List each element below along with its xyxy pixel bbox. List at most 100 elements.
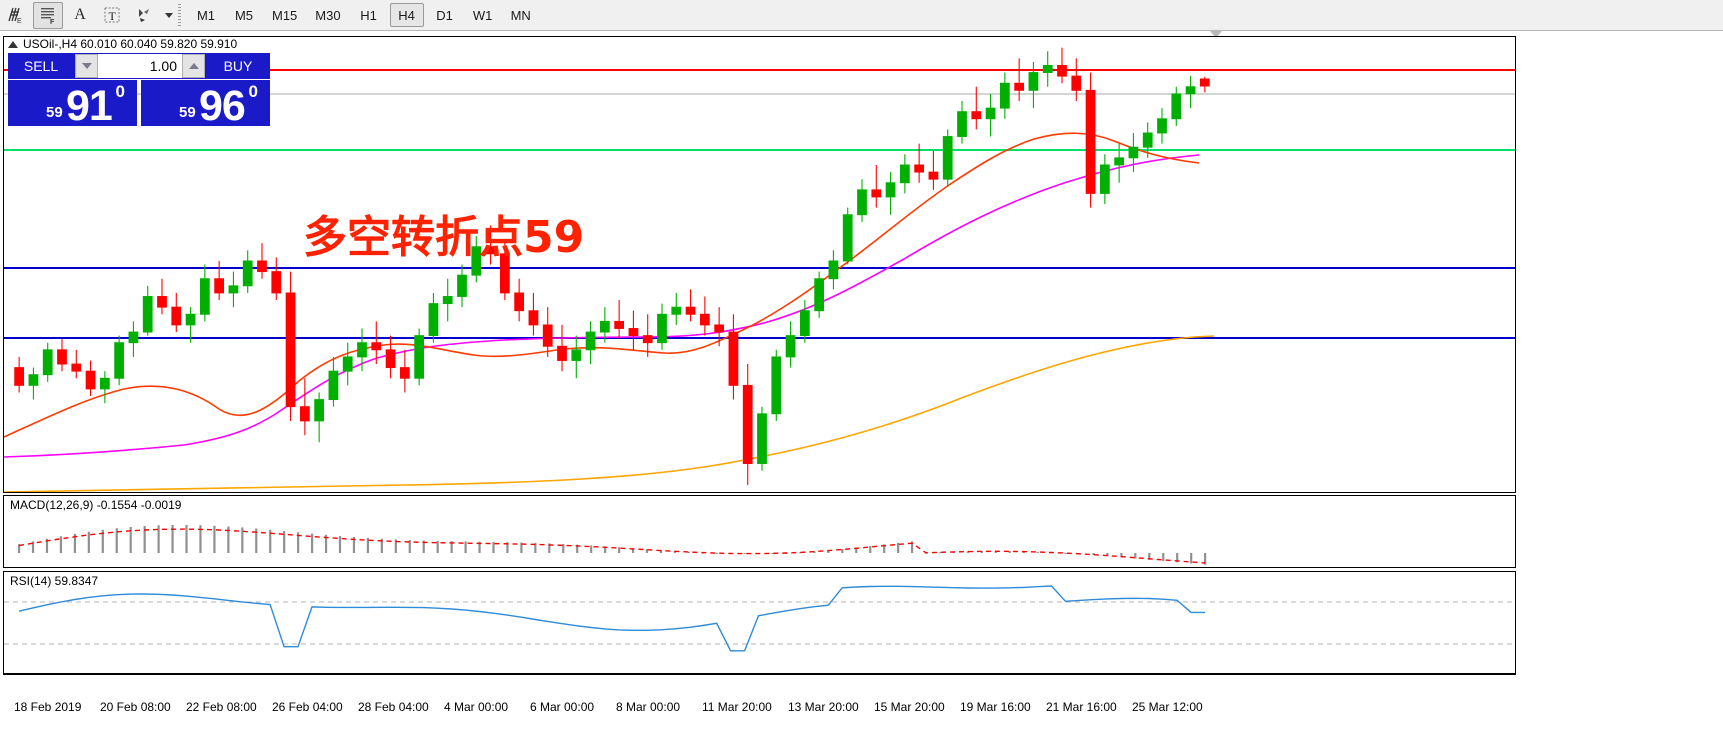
candle-body <box>614 320 625 329</box>
candle-body <box>85 370 96 390</box>
buy-price-display[interactable]: 59 96 0 <box>141 80 270 130</box>
chart-annotation-text: 多空转折点59 <box>303 212 585 263</box>
macd-bar <box>311 533 314 553</box>
candle-body <box>242 260 253 287</box>
candle-body <box>828 260 839 280</box>
chevron-down-icon <box>165 12 173 18</box>
candle-body <box>71 363 82 372</box>
macd-bar <box>771 553 774 554</box>
candle-body <box>57 349 67 365</box>
macd-bar <box>813 551 816 553</box>
rsi-pane-inner: RSI(14) 59.8347 <box>4 572 1515 673</box>
macd-bar <box>673 551 676 553</box>
volume-stepper[interactable]: 1.00 <box>74 53 206 79</box>
indicators-icon[interactable]: E <box>1 2 31 29</box>
timeframe-m30[interactable]: M30 <box>315 7 341 23</box>
candle-body <box>385 349 396 369</box>
crosshair-grid-icon[interactable]: F <box>33 1 63 29</box>
ma-fast-line <box>4 132 1200 438</box>
timeframe-mn[interactable]: MN <box>510 7 531 23</box>
macd-bar <box>185 524 188 553</box>
collapse-triangle-icon[interactable] <box>8 40 18 48</box>
rsi-pane[interactable]: RSI(14) 59.8347 <box>3 571 1516 674</box>
time-axis-label: 22 Feb 08:00 <box>186 700 257 714</box>
scroll-marker-icon[interactable] <box>1210 31 1222 38</box>
svg-text:T: T <box>109 9 117 23</box>
candle-body <box>142 296 153 333</box>
candle-body <box>728 331 739 386</box>
candle-body <box>428 303 439 337</box>
macd-bar <box>1008 551 1011 553</box>
candle-body <box>857 189 867 216</box>
svg-text:E: E <box>17 18 22 25</box>
macd-bar <box>897 542 900 553</box>
volume-decrease-button[interactable] <box>75 54 98 78</box>
macd-bar <box>659 550 663 553</box>
macd-bar <box>1176 553 1179 563</box>
price-axis[interactable]: 59.570 58.950 58.320 57.700 57.080 55.83… <box>1516 31 1723 754</box>
candle-body <box>157 296 167 308</box>
timeframe-m5[interactable]: M5 <box>234 7 254 23</box>
macd-bar <box>283 531 286 553</box>
macd-bar <box>143 525 146 553</box>
sell-price-display[interactable]: 59 91 0 <box>8 80 137 130</box>
candle-body <box>657 313 667 344</box>
time-axis-label: 15 Mar 20:00 <box>874 700 945 714</box>
candle-body <box>1042 64 1053 73</box>
timeframe-h1[interactable]: H1 <box>360 7 377 23</box>
macd-bar <box>297 532 300 553</box>
candle-body <box>257 260 267 273</box>
candle-body <box>342 356 353 372</box>
candle-body <box>1185 86 1196 95</box>
macd-pane[interactable]: MACD(12,26,9) -0.1554 -0.0019 <box>3 495 1516 568</box>
macd-bar <box>17 544 21 553</box>
objects-dropdown-arrow[interactable] <box>161 2 175 29</box>
chart-area[interactable]: USOil-,H4 60.010 60.040 59.820 59.910 <box>0 31 1723 754</box>
rsi-chart-svg <box>4 585 1515 652</box>
candle-body <box>457 274 467 297</box>
text-object-icon[interactable]: T <box>97 2 127 29</box>
candle-body <box>785 335 796 358</box>
timeframe-d1[interactable]: D1 <box>436 7 453 23</box>
timeframe-h4[interactable]: H4 <box>389 3 424 27</box>
toolbar-drag-handle[interactable] <box>178 4 181 26</box>
candle-body <box>399 367 410 379</box>
macd-bar <box>380 538 383 553</box>
time-axis-label: 26 Feb 04:00 <box>272 700 343 714</box>
candle-body <box>799 310 810 337</box>
candle-body <box>699 313 710 326</box>
candle-body <box>357 342 367 358</box>
chart-toolbar: E F A T <box>0 0 1723 31</box>
macd-bar <box>338 535 342 553</box>
macd-bar <box>617 547 621 553</box>
macd-bar <box>548 543 551 553</box>
volume-increase-button[interactable] <box>182 54 205 78</box>
macd-bar <box>604 546 607 553</box>
timeframe-w1[interactable]: W1 <box>472 7 493 23</box>
volume-input[interactable]: 1.00 <box>98 54 182 78</box>
buy-button[interactable]: BUY <box>206 53 270 79</box>
rsi-line <box>18 585 1205 652</box>
macd-bar <box>59 536 63 553</box>
candle-body <box>957 111 967 137</box>
candle-body <box>1057 64 1067 77</box>
time-axis[interactable]: 18 Feb 2019 20 Feb 08:00 22 Feb 08:00 26 Fe… <box>0 674 1723 714</box>
timeframe-m15[interactable]: M15 <box>272 7 298 23</box>
candle-body <box>199 278 210 315</box>
candle-body <box>299 406 310 422</box>
candle-body <box>999 82 1010 109</box>
one-click-trading-panel[interactable]: SELL 1.00 BUY 59 91 0 <box>8 53 270 130</box>
sell-price-pips: 91 <box>66 82 113 130</box>
text-label-icon[interactable]: A <box>65 2 95 29</box>
macd-bar <box>520 542 523 553</box>
time-axis-label: 19 Mar 16:00 <box>960 700 1031 714</box>
buy-price-fraction: 0 <box>248 82 258 101</box>
macd-bar <box>1092 553 1095 555</box>
macd-bar <box>408 540 411 553</box>
timeframe-m1[interactable]: M1 <box>196 7 216 23</box>
candle-body <box>585 331 596 351</box>
candle-body <box>514 292 525 312</box>
sell-button[interactable]: SELL <box>8 53 74 79</box>
shapes-arrows-icon[interactable] <box>129 2 159 29</box>
macd-bar <box>743 553 746 554</box>
